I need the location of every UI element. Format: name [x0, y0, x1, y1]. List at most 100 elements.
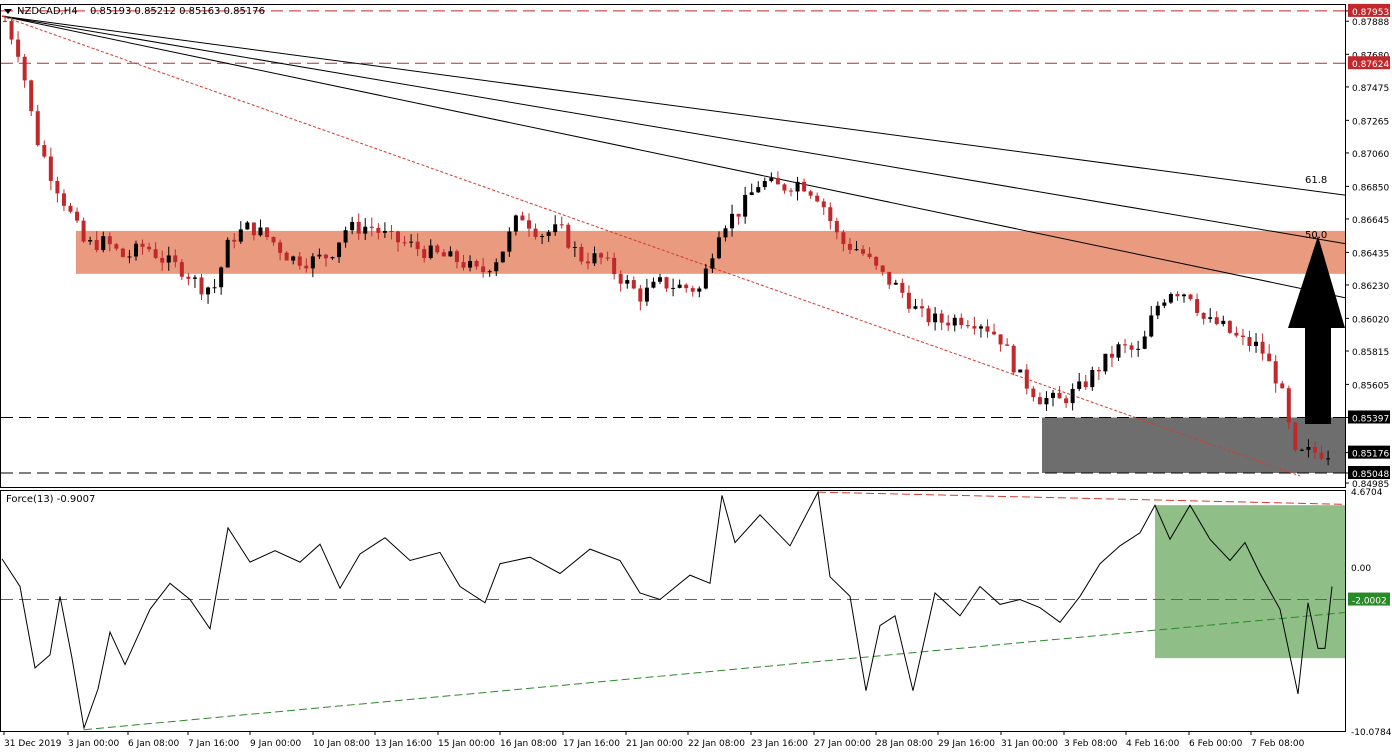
- candle-body: [284, 252, 289, 261]
- force-label: Force(13) -0.9007: [6, 494, 95, 505]
- candle-body: [874, 256, 879, 266]
- candle-body: [658, 277, 662, 282]
- y-tick-label: 0.85397: [1352, 414, 1389, 424]
- candle-body: [9, 21, 14, 40]
- candle-body: [946, 322, 951, 326]
- candle-body: [743, 194, 748, 217]
- force-tick-label: -10.0784: [1351, 728, 1392, 738]
- candle-body: [697, 288, 702, 292]
- candle-body: [212, 287, 217, 289]
- y-tick-label: 0.87953: [1352, 8, 1389, 18]
- candle-body: [120, 248, 125, 258]
- candle-body: [572, 246, 577, 248]
- candle-body: [1254, 341, 1259, 346]
- candle-body: [992, 331, 997, 335]
- candle-body: [775, 178, 780, 185]
- candle-body: [533, 228, 538, 237]
- candle-body: [651, 281, 656, 288]
- candle-body: [376, 227, 381, 233]
- candle-body: [1123, 344, 1128, 346]
- candle-body: [94, 240, 99, 251]
- candle-body: [127, 256, 132, 258]
- candle-body: [101, 236, 106, 251]
- collapse-triangle-icon[interactable]: [4, 9, 12, 14]
- candle-body: [1273, 361, 1278, 384]
- level-label: 0.87624: [1352, 60, 1389, 70]
- candle-body: [166, 255, 171, 263]
- y-tick-label: 0.84985: [1352, 480, 1389, 490]
- candle-body: [1280, 383, 1285, 389]
- candle-body: [939, 313, 944, 323]
- candle-body: [389, 231, 394, 233]
- candle-body: [468, 261, 473, 268]
- candle-body: [481, 266, 486, 273]
- force-resistance-line: [817, 491, 1346, 505]
- candle-body: [1293, 422, 1298, 450]
- y-tick-label: 0.86020: [1352, 315, 1389, 325]
- candle-body: [369, 226, 374, 228]
- symbol-label: NZDCAD,H4: [17, 6, 78, 17]
- x-tick-label: 17 Jan 16:00: [563, 739, 620, 749]
- candle-body: [350, 221, 355, 231]
- indicator-panel: [0, 490, 1346, 732]
- candle-body: [625, 280, 630, 284]
- candle-body: [579, 246, 584, 262]
- candle-body: [585, 261, 590, 264]
- candle-body: [664, 277, 669, 289]
- fan-line-61: [1, 15, 1346, 196]
- candle-body: [16, 39, 21, 57]
- candle-body: [1083, 381, 1088, 388]
- candle-body: [1201, 312, 1206, 319]
- candle-body: [828, 207, 833, 222]
- fan-line-38: [1, 15, 1346, 299]
- candle-body: [1168, 293, 1173, 303]
- candle-body: [291, 256, 296, 261]
- candle-body: [1306, 447, 1311, 450]
- candle-body: [448, 251, 453, 257]
- candle-body: [29, 80, 34, 112]
- y-tick-label: 0.87475: [1352, 84, 1389, 94]
- y-tick-box: [1348, 466, 1390, 480]
- candle-body: [1116, 344, 1121, 358]
- candle-body: [1044, 397, 1049, 405]
- candle-body: [880, 265, 885, 272]
- x-tick-label: 31 Dec 2019: [4, 739, 62, 749]
- candle-body: [1024, 369, 1029, 389]
- candle-body: [736, 213, 741, 217]
- y-tick-label: 0.86850: [1352, 183, 1389, 193]
- candle-body: [1149, 315, 1154, 337]
- candle-body: [500, 251, 505, 263]
- up-arrow-icon: [1288, 236, 1345, 424]
- candle-body: [48, 156, 53, 181]
- candle-body: [160, 257, 165, 263]
- x-tick-label: 22 Jan 08:00: [688, 739, 745, 749]
- force-zone: [1155, 505, 1345, 659]
- candle-body: [1037, 397, 1042, 405]
- candle-body: [920, 306, 924, 309]
- y-tick-label: 0.85815: [1352, 348, 1389, 358]
- force-line: [1, 490, 1333, 731]
- candle-body: [618, 274, 623, 284]
- candle-body: [42, 145, 47, 157]
- level-label-box: [1348, 56, 1390, 70]
- candle-body: [107, 236, 112, 245]
- candle-body: [671, 287, 676, 289]
- candle-body: [317, 254, 322, 257]
- y-tick-box: [1348, 445, 1390, 459]
- candle-body: [330, 257, 335, 259]
- candle-body: [1142, 336, 1147, 349]
- candle-body: [906, 292, 911, 309]
- candles: [3, 15, 1331, 466]
- force-index: [1, 490, 1333, 731]
- candle-body: [1136, 348, 1141, 350]
- candle-body: [356, 221, 361, 234]
- candle-body: [566, 224, 571, 248]
- candle-body: [847, 243, 852, 250]
- y-tick-label: 0.86645: [1352, 216, 1389, 226]
- candle-body: [487, 271, 492, 273]
- x-tick-label: 16 Jan 08:00: [500, 739, 557, 749]
- x-tick-label: 13 Jan 16:00: [375, 739, 432, 749]
- candle-body: [644, 287, 649, 302]
- x-tick-label: 3 Feb 08:00: [1064, 739, 1118, 749]
